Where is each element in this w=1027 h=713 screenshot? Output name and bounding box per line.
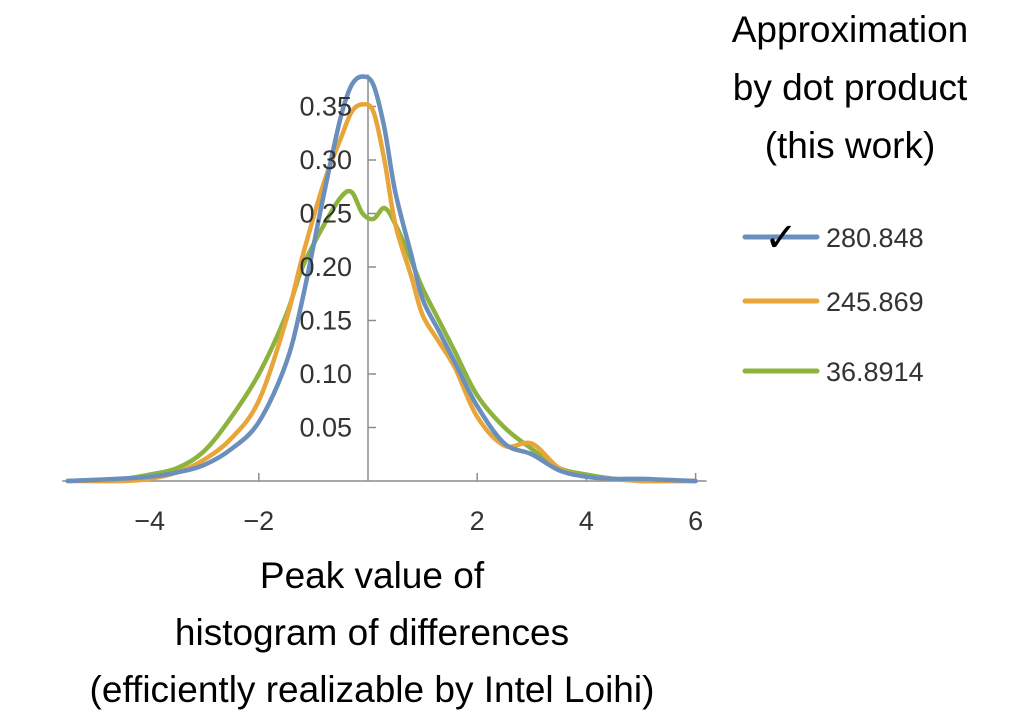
series-line-280.848	[65, 74, 698, 484]
legend-item-245.869: 245.869	[742, 287, 924, 317]
y-tick-label: 0.25	[299, 199, 352, 229]
legend-item-280.848: ✓ 280.848	[742, 215, 924, 261]
y-tick-label: 0.15	[299, 306, 352, 336]
y-tick-label: 0.20	[299, 252, 352, 282]
legend-label: 280.848	[826, 223, 924, 253]
y-tick-label: 0.30	[299, 145, 352, 175]
legend-title-line-3: (this work)	[765, 125, 936, 166]
legend-title-line-1: Approximation	[732, 9, 969, 50]
legend-item-36.8914: 36.8914	[742, 357, 924, 387]
legend-items: ✓ 280.848 245.869 36.8914	[742, 215, 924, 387]
x-axis-label-line-3: (efficiently realizable by Intel Loihi)	[90, 669, 655, 710]
series-line-36.8914	[65, 188, 698, 484]
y-tick-label: 0.05	[299, 413, 352, 443]
legend: Approximation by dot product (this work)…	[732, 9, 969, 387]
legend-label: 36.8914	[826, 357, 924, 387]
check-icon: ✓	[764, 215, 798, 261]
x-axis-label-line-1: Peak value of	[260, 555, 485, 596]
legend-label: 245.869	[826, 287, 924, 317]
axes	[62, 74, 707, 482]
legend-title-line-2: by dot product	[733, 67, 968, 108]
x-tick-label: 2	[470, 506, 485, 536]
series-line-245.869	[65, 102, 698, 484]
x-tick-label: −2	[243, 506, 274, 536]
x-tick-label: −4	[134, 506, 165, 536]
y-tick-labels: 0.05 0.10 0.15 0.20 0.25 0.30 0.35	[299, 92, 352, 443]
y-ticks	[368, 105, 376, 429]
x-tick-label: 6	[688, 506, 703, 536]
x-tick-labels: −4 −2 2 4 6	[134, 506, 703, 536]
y-tick-label: 0.10	[299, 359, 352, 389]
y-tick-label: 0.35	[299, 92, 352, 122]
x-tick-label: 4	[579, 506, 594, 536]
series-layer	[65, 74, 698, 484]
x-axis-label-line-2: histogram of differences	[175, 612, 569, 653]
x-axis-label: Peak value of histogram of differences (…	[90, 555, 655, 710]
